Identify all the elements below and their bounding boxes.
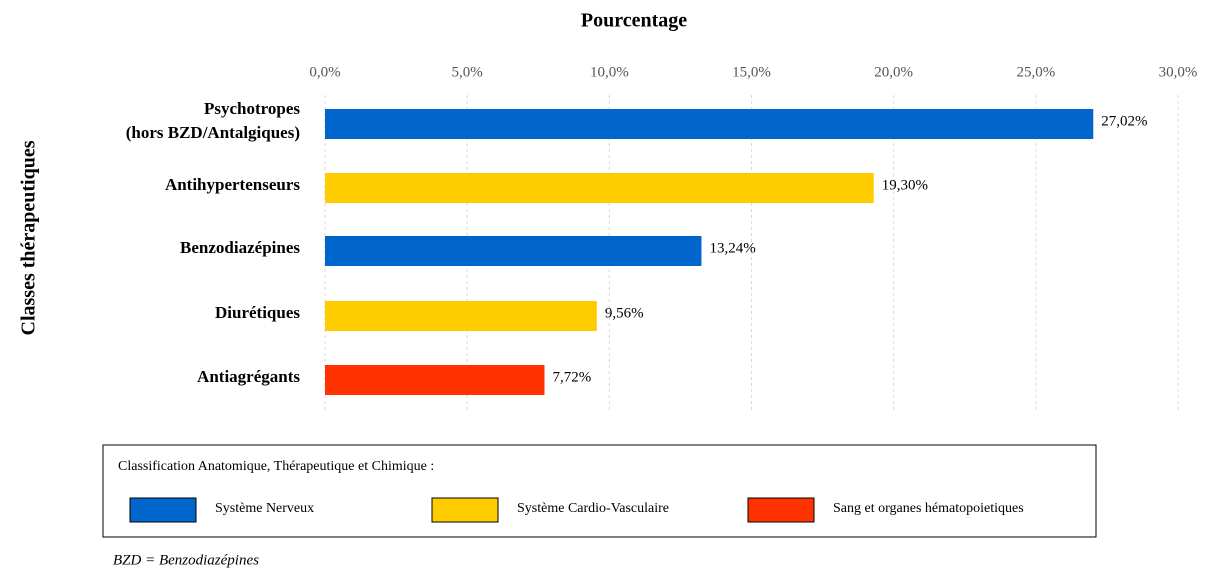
- value-label: 7,72%: [553, 369, 592, 385]
- y-tick-label-line: Antiagrégants: [197, 367, 300, 386]
- y-axis-label: Classes thérapeutiques: [18, 140, 40, 335]
- y-tick-label-line: Psychotropes: [204, 99, 300, 118]
- x-tick-label: 30,0%: [1159, 64, 1198, 80]
- y-tick-label: Antiagrégants: [197, 367, 300, 386]
- legend-label: Système Nerveux: [215, 501, 314, 516]
- bar: [325, 109, 1094, 139]
- value-label: 9,56%: [605, 305, 644, 321]
- bar: [325, 301, 597, 331]
- x-tick-label: 5,0%: [452, 64, 483, 80]
- x-tick-label: 20,0%: [874, 64, 913, 80]
- legend-title: Classification Anatomique, Thérapeutique…: [118, 459, 434, 474]
- axis-title: Pourcentage: [581, 10, 687, 32]
- y-tick-label-line: Diurétiques: [215, 303, 300, 322]
- footnote: BZD = Benzodiazépines: [113, 552, 259, 568]
- y-tick-label: Diurétiques: [215, 303, 300, 322]
- y-tick-label: Benzodiazépines: [180, 238, 300, 257]
- y-tick-label: Psychotropes (hors BZD/Antalgiques): [126, 99, 301, 142]
- legend-swatch: [129, 497, 197, 523]
- y-tick-label: Antihypertenseurs: [165, 175, 300, 194]
- value-label: 19,30%: [882, 177, 928, 193]
- x-tick-label: 25,0%: [1016, 64, 1055, 80]
- value-label: 27,02%: [1101, 113, 1147, 129]
- x-tick-label: 0,0%: [309, 64, 340, 80]
- legend-swatch: [431, 497, 499, 523]
- bar: [325, 365, 545, 395]
- legend-box: [102, 444, 1097, 538]
- legend-label: Sang et organes hématopoietiques: [833, 501, 1024, 516]
- x-tick-label: 10,0%: [590, 64, 629, 80]
- legend-label: Système Cardio-Vasculaire: [517, 501, 669, 516]
- bar: [325, 173, 874, 203]
- bar: [325, 236, 702, 266]
- legend-swatch: [747, 497, 815, 523]
- y-tick-label-line: Benzodiazépines: [180, 238, 300, 257]
- y-tick-label-line: Antihypertenseurs: [165, 175, 300, 194]
- y-tick-label-line: (hors BZD/Antalgiques): [126, 123, 300, 142]
- value-label: 13,24%: [709, 240, 755, 256]
- x-tick-label: 15,0%: [732, 64, 771, 80]
